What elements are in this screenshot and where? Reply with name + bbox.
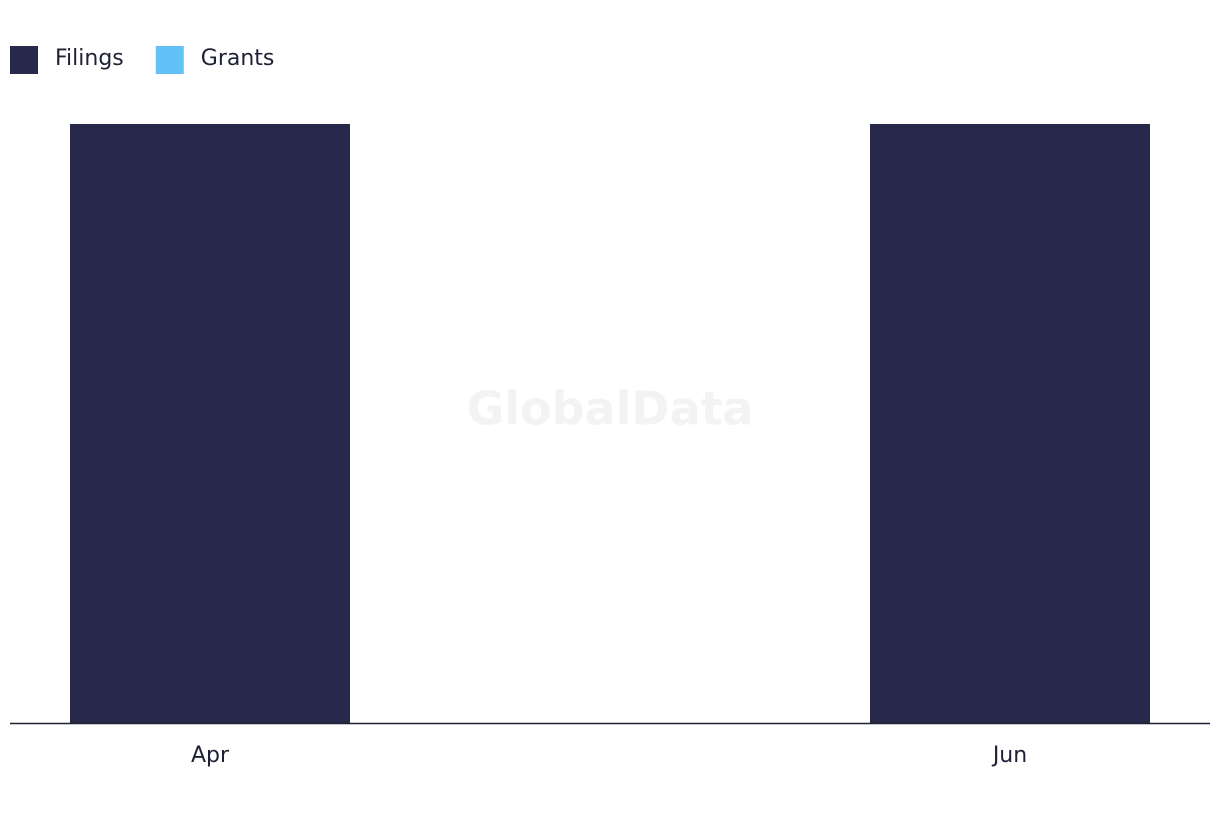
x-tick-label: Jun [991, 743, 1027, 768]
legend-swatch [10, 46, 38, 74]
watermark: GlobalData [466, 382, 753, 436]
legend-swatch [155, 46, 184, 74]
x-tick-label: Apr [191, 743, 230, 768]
bar [870, 124, 1150, 723]
bar [70, 124, 350, 723]
legend-label: Grants [201, 46, 275, 71]
legend-label: Filings [55, 46, 124, 71]
